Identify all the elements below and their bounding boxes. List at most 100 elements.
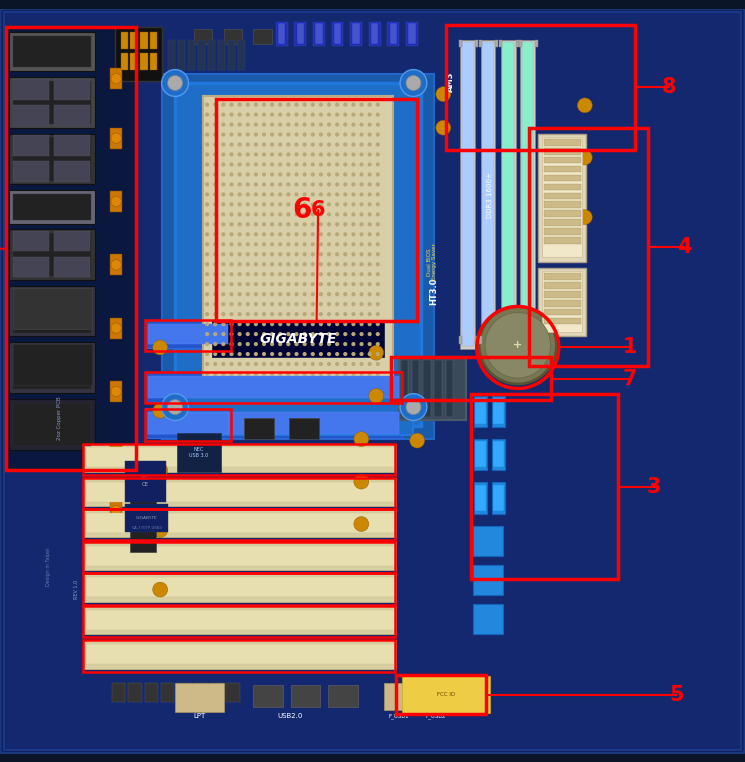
- Circle shape: [375, 342, 380, 346]
- Circle shape: [262, 282, 266, 287]
- Circle shape: [238, 192, 241, 197]
- Circle shape: [294, 322, 299, 326]
- Circle shape: [343, 242, 347, 246]
- Circle shape: [205, 322, 209, 326]
- Bar: [148, 413, 228, 434]
- Circle shape: [229, 332, 234, 336]
- Circle shape: [221, 342, 226, 346]
- Circle shape: [319, 213, 323, 216]
- Circle shape: [436, 120, 451, 135]
- Circle shape: [302, 262, 307, 267]
- Circle shape: [286, 232, 291, 236]
- Circle shape: [294, 133, 299, 136]
- Circle shape: [311, 242, 315, 246]
- Circle shape: [262, 152, 266, 156]
- Circle shape: [327, 362, 331, 366]
- Circle shape: [286, 152, 291, 156]
- Circle shape: [246, 192, 250, 197]
- Circle shape: [213, 192, 218, 197]
- Bar: [9, 190, 95, 224]
- Circle shape: [229, 142, 234, 146]
- Bar: [13, 135, 49, 156]
- Circle shape: [262, 242, 266, 246]
- Circle shape: [335, 133, 339, 136]
- Circle shape: [254, 312, 258, 316]
- Circle shape: [270, 213, 274, 216]
- Circle shape: [311, 202, 315, 207]
- Bar: [226, 684, 240, 702]
- Bar: [542, 271, 582, 331]
- Circle shape: [205, 182, 209, 187]
- Text: Design in Taipei: Design in Taipei: [46, 548, 51, 587]
- Circle shape: [286, 312, 291, 316]
- Circle shape: [375, 272, 380, 277]
- Circle shape: [367, 113, 372, 117]
- Circle shape: [111, 197, 121, 207]
- Circle shape: [286, 202, 291, 207]
- Circle shape: [294, 232, 299, 236]
- Circle shape: [327, 292, 331, 296]
- Circle shape: [221, 322, 226, 326]
- Circle shape: [359, 103, 364, 107]
- Circle shape: [375, 223, 380, 226]
- Circle shape: [221, 232, 226, 236]
- Circle shape: [238, 292, 241, 296]
- Circle shape: [238, 272, 241, 277]
- Bar: [538, 267, 586, 336]
- Circle shape: [205, 162, 209, 167]
- Circle shape: [302, 362, 307, 366]
- Circle shape: [319, 192, 323, 197]
- Circle shape: [302, 272, 307, 277]
- Circle shape: [359, 262, 364, 267]
- Bar: [387, 22, 399, 46]
- Circle shape: [153, 403, 168, 418]
- Bar: [369, 22, 381, 46]
- Circle shape: [311, 352, 315, 356]
- Circle shape: [375, 242, 380, 246]
- Circle shape: [168, 399, 183, 415]
- Circle shape: [229, 172, 234, 177]
- Circle shape: [302, 152, 307, 156]
- Bar: [86, 447, 395, 467]
- Bar: [473, 527, 503, 556]
- Circle shape: [254, 113, 258, 117]
- Circle shape: [375, 103, 380, 107]
- Circle shape: [238, 103, 241, 107]
- Bar: [208, 40, 215, 69]
- Bar: [130, 530, 156, 552]
- Bar: [198, 40, 206, 69]
- Circle shape: [294, 302, 299, 306]
- Circle shape: [286, 352, 291, 356]
- Circle shape: [319, 162, 323, 167]
- Circle shape: [367, 322, 372, 326]
- Circle shape: [302, 223, 307, 226]
- Circle shape: [311, 142, 315, 146]
- Circle shape: [375, 213, 380, 216]
- Circle shape: [205, 312, 209, 316]
- Bar: [54, 135, 90, 156]
- Circle shape: [343, 213, 347, 216]
- Circle shape: [229, 242, 234, 246]
- Bar: [6, 27, 136, 470]
- Circle shape: [246, 322, 250, 326]
- Circle shape: [286, 113, 291, 117]
- Bar: [391, 357, 551, 400]
- Bar: [544, 219, 581, 226]
- Circle shape: [254, 352, 258, 356]
- Circle shape: [335, 282, 339, 287]
- Bar: [253, 685, 283, 707]
- Circle shape: [213, 332, 218, 336]
- Circle shape: [229, 362, 234, 366]
- Bar: [121, 53, 128, 69]
- Circle shape: [359, 223, 364, 226]
- Circle shape: [327, 162, 331, 167]
- Circle shape: [254, 282, 258, 287]
- Circle shape: [302, 322, 307, 326]
- Bar: [544, 148, 581, 155]
- Circle shape: [375, 113, 380, 117]
- Circle shape: [262, 322, 266, 326]
- Circle shape: [221, 133, 226, 136]
- Circle shape: [352, 172, 355, 177]
- Circle shape: [213, 232, 218, 236]
- Circle shape: [375, 152, 380, 156]
